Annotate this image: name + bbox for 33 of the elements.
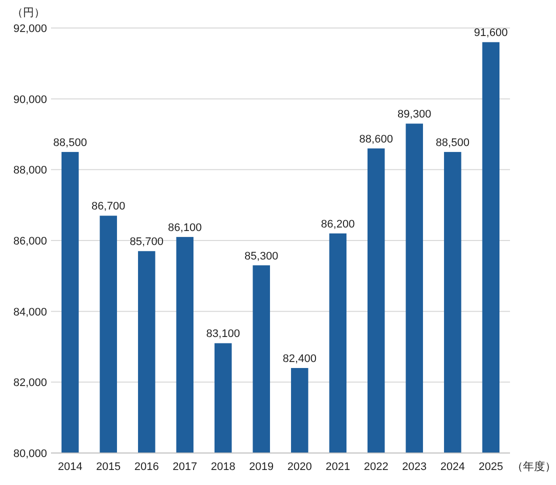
y-tick-label: 90,000	[13, 94, 47, 106]
data-label: 88,600	[359, 133, 393, 146]
data-label: 86,200	[321, 218, 355, 230]
x-tick-label: 2017	[172, 461, 198, 473]
data-label: 83,100	[206, 328, 240, 340]
data-label: 85,700	[130, 236, 164, 248]
y-axis-title: （円）	[12, 7, 45, 19]
data-label: 86,100	[168, 222, 202, 234]
data-label: 91,600	[474, 27, 508, 40]
y-tick-label: 84,000	[13, 306, 47, 318]
x-tick-label: 2016	[134, 461, 159, 473]
data-label: 88,500	[436, 136, 470, 149]
x-tick-label: 2024	[440, 461, 465, 473]
data-label: 82,400	[282, 353, 316, 365]
y-tick-label: 86,000	[13, 236, 47, 248]
y-tick-label: 82,000	[13, 377, 47, 390]
x-tick-label: 2022	[364, 461, 388, 473]
x-tick-label: 2019	[249, 461, 274, 473]
y-tick-label: 80,000	[13, 448, 47, 460]
y-tick-label: 92,000	[13, 23, 47, 35]
data-label: 88,500	[53, 136, 87, 149]
x-tick-label: 2023	[402, 461, 427, 473]
x-tick-label: 2015	[96, 461, 121, 473]
x-tick-label: 2021	[326, 461, 350, 473]
data-label: 86,700	[92, 200, 126, 213]
x-tick-label: 2018	[210, 461, 236, 473]
y-tick-label: 88,000	[13, 164, 47, 177]
x-tick-label: 2014	[58, 461, 82, 473]
x-axis-title: （年度）	[512, 460, 556, 473]
x-tick-label: 2025	[478, 461, 504, 473]
data-label: 85,300	[244, 250, 278, 262]
x-tick-label: 2020	[287, 461, 312, 473]
data-label: 89,300	[398, 108, 432, 121]
